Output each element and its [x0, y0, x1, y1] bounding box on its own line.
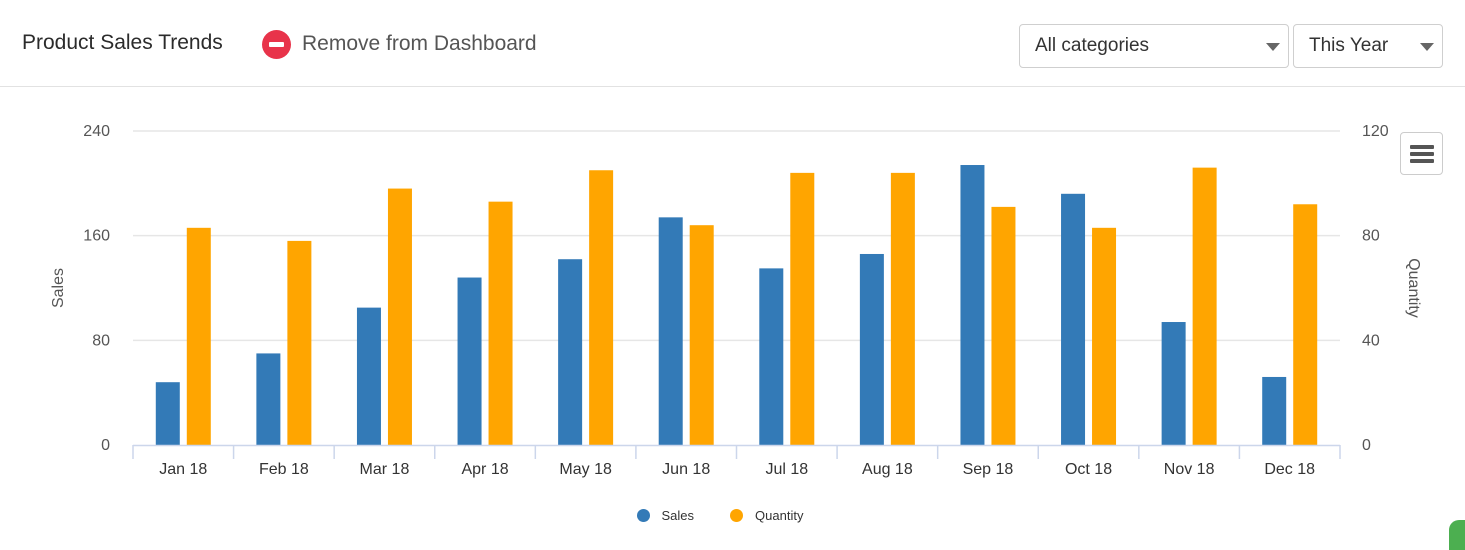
- legend-label-quantity: Quantity: [755, 508, 804, 523]
- bar-sales: [558, 259, 583, 445]
- chevron-down-icon: [1266, 43, 1280, 51]
- bar-quantity: [890, 172, 915, 445]
- bar-sales: [457, 277, 482, 445]
- bar-quantity: [1293, 204, 1318, 445]
- bar-sales: [960, 165, 985, 445]
- x-tick-label: Jan 18: [159, 461, 207, 478]
- x-tick-label: Sep 18: [963, 461, 1014, 478]
- legend-label-sales: Sales: [661, 508, 695, 523]
- bar-quantity: [488, 201, 513, 445]
- x-tick-label: Nov 18: [1164, 461, 1215, 478]
- bar-sales: [658, 217, 683, 445]
- axes: 0 80 160 240 0 40 80 120 Jan 18 Feb 18 Mar 18 Apr 1…: [83, 123, 1389, 478]
- x-tick-label: May 18: [559, 461, 612, 478]
- bar-quantity: [186, 227, 211, 445]
- x-tick-label: Feb 18: [259, 461, 309, 478]
- x-tick-label: Aug 18: [862, 461, 913, 478]
- remove-from-dashboard-label: Remove from Dashboard: [302, 32, 537, 55]
- remove-from-dashboard-button[interactable]: Remove from Dashboard: [262, 28, 537, 60]
- category-select-value: All categories: [1035, 35, 1150, 56]
- bar-sales: [356, 307, 381, 445]
- chat-widget-button[interactable]: [1449, 520, 1465, 550]
- grid-lines: [133, 130, 1340, 342]
- bar-sales: [155, 382, 180, 445]
- bar-quantity: [1092, 227, 1117, 445]
- bar-series: [155, 165, 1318, 446]
- y-tick-label-left: 0: [101, 437, 110, 454]
- legend-marker-quantity: [730, 509, 744, 522]
- hamburger-menu-icon: [1410, 145, 1434, 149]
- x-tick-label: Oct 18: [1065, 461, 1112, 478]
- x-tick-label: Mar 18: [360, 461, 410, 478]
- page-title: Product Sales Trends: [22, 31, 223, 54]
- chevron-down-icon: [1420, 43, 1434, 51]
- bar-quantity: [991, 206, 1016, 445]
- y-tick-label-left: 160: [83, 228, 110, 245]
- bar-quantity: [790, 172, 815, 445]
- x-tick-label: Dec 18: [1264, 461, 1315, 478]
- y-tick-label-left: 240: [83, 123, 110, 140]
- legend-marker-sales: [636, 509, 650, 522]
- hamburger-menu-icon-bar: [1410, 159, 1434, 163]
- bar-quantity: [689, 225, 714, 445]
- hamburger-menu-icon-bar: [1410, 152, 1434, 156]
- bar-quantity: [387, 188, 412, 446]
- x-tick-label: Jun 18: [662, 461, 710, 478]
- bar-sales: [256, 353, 281, 445]
- y-tick-label-left: 80: [92, 332, 110, 349]
- y-tick-label-right: 0: [1362, 437, 1371, 454]
- y-axis-label-left: Sales: [50, 268, 67, 308]
- bar-quantity: [589, 170, 614, 445]
- legend-item-sales[interactable]: Sales: [636, 508, 695, 523]
- chart-menu-button[interactable]: [1400, 132, 1443, 175]
- bar-sales: [1161, 322, 1186, 445]
- category-select[interactable]: All categories: [1019, 24, 1289, 68]
- bar-sales: [1262, 376, 1287, 445]
- bar-sales: [1061, 193, 1086, 445]
- bar-sales: [759, 268, 784, 445]
- period-select[interactable]: This Year: [1293, 24, 1443, 68]
- y-axis-label-right: Quantity: [1405, 258, 1422, 318]
- period-select-value: This Year: [1309, 35, 1389, 56]
- legend-item-quantity[interactable]: Quantity: [730, 508, 803, 523]
- chart-header: Product Sales Trends Remove from Dashboa…: [0, 0, 1465, 87]
- x-tick-label: Jul 18: [765, 461, 808, 478]
- remove-circle-icon: [262, 29, 291, 59]
- chart-legend: Sales Quantity: [0, 508, 1465, 523]
- bar-sales: [859, 253, 884, 445]
- bar-quantity: [1192, 167, 1217, 445]
- y-tick-label-right: 120: [1362, 123, 1389, 140]
- y-tick-label-right: 80: [1362, 228, 1380, 245]
- sales-quantity-chart: 0 80 160 240 0 40 80 120 Jan 18 Feb 18 Mar 18 Apr 1…: [50, 123, 1422, 478]
- y-tick-label-right: 40: [1362, 332, 1380, 349]
- bar-quantity: [287, 240, 312, 445]
- x-tick-label: Apr 18: [461, 461, 508, 478]
